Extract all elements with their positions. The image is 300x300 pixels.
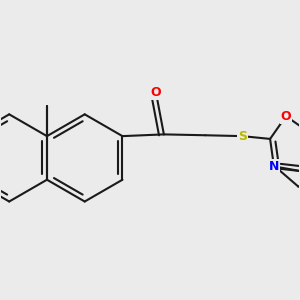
Text: O: O [281,110,291,123]
Text: S: S [238,130,247,142]
Text: O: O [151,86,161,100]
Text: N: N [269,160,279,173]
